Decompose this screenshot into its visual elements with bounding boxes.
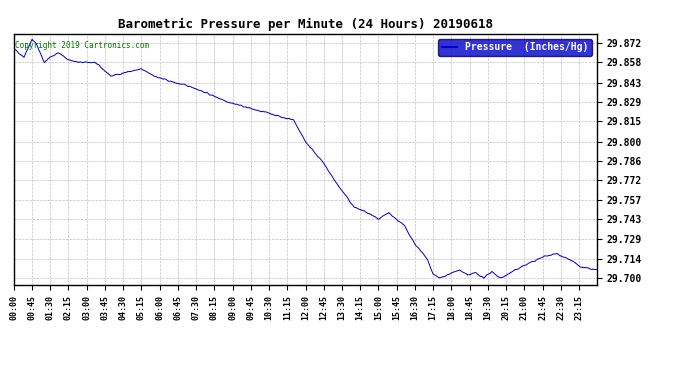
Text: Copyright 2019 Cartronics.com: Copyright 2019 Cartronics.com (15, 41, 149, 50)
Legend: Pressure  (Inches/Hg): Pressure (Inches/Hg) (438, 39, 592, 56)
Title: Barometric Pressure per Minute (24 Hours) 20190618: Barometric Pressure per Minute (24 Hours… (118, 18, 493, 31)
